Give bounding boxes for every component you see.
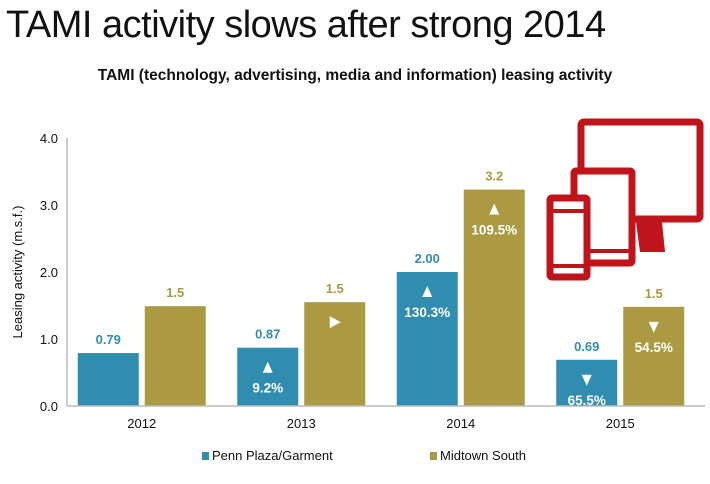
bar [463, 189, 525, 406]
x-tick-label: 2012 [127, 416, 156, 431]
y-tick-label: 0.0 [40, 399, 58, 414]
y-tick-label: 1.0 [40, 332, 58, 347]
data-label: 1.5 [326, 281, 344, 296]
bar [623, 306, 685, 406]
change-arrow-up-icon [262, 361, 273, 373]
data-label: 0.87 [255, 327, 280, 342]
change-arrow-down-icon [581, 374, 592, 386]
legend-label: Penn Plaza/Garment [212, 448, 333, 463]
x-tick-label: 2015 [606, 416, 635, 431]
data-label: 3.2 [485, 169, 503, 184]
data-label: 0.79 [96, 332, 121, 347]
y-axis-label: Leasing activity (m.s.f.) [10, 206, 25, 339]
bar [77, 353, 139, 406]
bar [304, 302, 366, 406]
x-tick-label: 2013 [287, 416, 316, 431]
devices-icon [546, 118, 704, 281]
data-label: 1.5 [166, 285, 184, 300]
change-arrow-up-icon [489, 203, 500, 215]
data-label: 2.00 [415, 251, 440, 266]
y-tick-label: 3.0 [40, 198, 58, 213]
legend-swatch [430, 452, 437, 460]
bar [144, 306, 206, 406]
chart-title: TAMI (technology, advertising, media and… [98, 67, 613, 84]
y-tick-label: 2.0 [40, 265, 58, 280]
change-label: 9.2% [252, 381, 283, 396]
change-label: 130.3% [404, 305, 450, 320]
y-tick-label: 4.0 [40, 131, 58, 146]
change-arrow-up-icon [422, 286, 433, 297]
change-label: 65.5% [568, 393, 606, 408]
data-label: 0.69 [574, 339, 599, 354]
change-label: 54.5% [635, 340, 673, 355]
x-tick-label: 2014 [446, 416, 475, 431]
change-label: 109.5% [471, 223, 517, 238]
page-title: TAMI activity slows after strong 2014 [6, 4, 606, 46]
change-arrow-flat-icon [329, 316, 341, 329]
data-label: 1.5 [645, 286, 663, 301]
change-arrow-down-icon [648, 321, 659, 333]
legend-swatch [202, 452, 209, 460]
legend-label: Midtown South [440, 448, 526, 463]
bar [237, 347, 299, 406]
